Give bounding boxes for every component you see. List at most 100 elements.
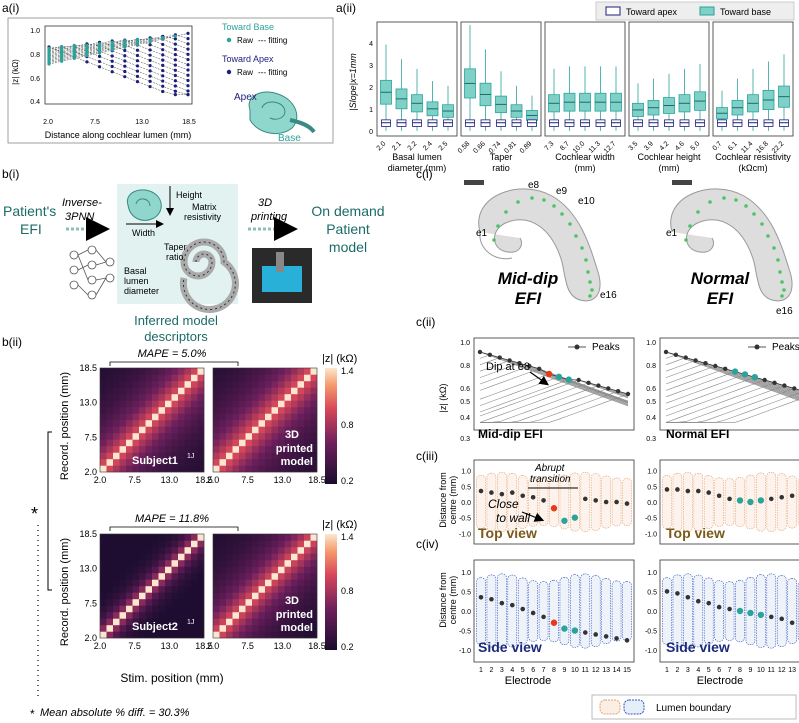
- heatmap-cell: [219, 560, 227, 567]
- cii-efi-curve: [479, 360, 629, 404]
- heatmap-cell: [252, 547, 259, 554]
- heatmap-cell: [106, 387, 114, 395]
- heatmap-cell: [245, 534, 253, 541]
- heatmap-cell: [191, 387, 198, 395]
- lumen-ytick: -0.5: [645, 516, 657, 523]
- electrode-position: [582, 496, 588, 502]
- heatmap-cell: [310, 459, 318, 466]
- heatmap-cell: [232, 566, 240, 574]
- panel-label-aii: a(ii): [336, 1, 356, 15]
- ciii-view-left: Top view: [478, 525, 537, 541]
- heatmap-cell: [165, 381, 172, 388]
- heatmap-cell: [271, 459, 279, 466]
- heatmap-cell: [119, 618, 127, 626]
- heatmap-cell: [113, 592, 120, 600]
- heatmap-cell: [226, 452, 233, 460]
- heatmap-cell: [258, 446, 266, 453]
- heatmap-cell: [239, 612, 246, 619]
- heatmap-cell: [304, 631, 311, 639]
- heatmap-cell: [304, 459, 311, 466]
- heatmap-cell: [165, 394, 172, 401]
- electrode-dot: [580, 246, 584, 250]
- heatmap-cell: [171, 459, 179, 466]
- heatmap-cell: [178, 534, 185, 541]
- heatmap-cell: [213, 459, 220, 466]
- lumen-boundary: [497, 471, 507, 533]
- heatmap-cell: [113, 547, 120, 554]
- heatmap-cell: [197, 631, 205, 639]
- lumen-boundary: [570, 574, 580, 648]
- heatmap-cell: [191, 368, 198, 375]
- heatmap-cell: [226, 459, 233, 466]
- heatmap-cell: [184, 547, 192, 554]
- heatmap-xtick: 2.0: [94, 475, 107, 485]
- electrode-xtick: 11: [582, 667, 589, 674]
- electrode-xtick: 7: [728, 667, 732, 674]
- heatmap-cell: [310, 631, 318, 639]
- heatmap-cell: [197, 625, 205, 632]
- heatmap-cell: [165, 446, 172, 453]
- aii-xtick: 8.7: [559, 140, 571, 152]
- heatmap-cell: [165, 413, 172, 421]
- electrode-dot: [782, 288, 786, 292]
- heatmap-cell: [213, 446, 220, 453]
- heatmap-cell: [265, 534, 272, 541]
- electrode-position: [716, 604, 722, 610]
- neural-network-icon: [69, 245, 115, 300]
- heatmap-cell: [100, 394, 107, 401]
- heatmap-cell: [119, 605, 127, 613]
- heatmap-cell: [258, 592, 266, 600]
- heatmap-cell: [291, 540, 298, 548]
- heatmap-cell: [284, 400, 292, 408]
- heatmap-cell: [284, 381, 292, 388]
- cochlea-base-tube: [289, 118, 316, 134]
- electrode-dot: [574, 234, 578, 238]
- heatmap-cell: [126, 387, 133, 395]
- heatmap-cell: [297, 413, 305, 421]
- ai-xlabel: Distance along cochlear lumen (mm): [45, 130, 192, 140]
- heatmap-cell: [232, 579, 240, 587]
- heatmap-cell: [219, 413, 227, 421]
- heatmap-cell: [152, 452, 159, 460]
- heatmap-cell: [213, 618, 220, 626]
- ai-raw-point: [135, 42, 140, 47]
- heatmap-cell: [197, 368, 205, 375]
- aii-xlabel-line: Cochlear resistivity: [715, 152, 791, 162]
- heatmap-cell: [178, 426, 185, 434]
- cii-ytick: 1.0: [646, 340, 656, 347]
- cii-left-label: Mid-dip EFI: [478, 427, 543, 441]
- heatmap-cell: [132, 465, 140, 473]
- heatmap-cell: [165, 586, 172, 593]
- heatmap-cell: [106, 547, 114, 554]
- heatmap-cell: [126, 586, 133, 593]
- heatmap-cell: [271, 612, 279, 619]
- heatmap-cell: [100, 631, 107, 639]
- cii-peak-point: [507, 358, 512, 363]
- heatmap-cell: [152, 605, 159, 613]
- heatmap-cell: [178, 400, 185, 408]
- heatmap-cell: [119, 413, 127, 421]
- heatmap-cell: [132, 612, 140, 619]
- heatmap-cell: [297, 387, 305, 395]
- step1-line1: Inverse-: [62, 197, 102, 209]
- heatmap-cell: [271, 465, 279, 473]
- heatmap-cell: [245, 631, 253, 639]
- heatmap-cell: [297, 625, 305, 632]
- heatmap-cell: [271, 407, 279, 414]
- ai-raw-point: [148, 69, 152, 73]
- lumen-boundary: [517, 475, 528, 529]
- elec-label-e16-right: e16: [776, 306, 793, 317]
- heatmap-cell: [126, 573, 133, 580]
- heatmap-cell: [252, 433, 259, 440]
- heatmap-cell: [265, 631, 272, 639]
- heatmap-cell: [213, 592, 220, 600]
- electrode-position: [478, 595, 484, 600]
- heatmap-cell: [152, 407, 159, 414]
- ai-raw-point: [148, 64, 152, 68]
- heatmap-cell: [113, 459, 120, 466]
- lumen-ytick: 0.0: [647, 500, 657, 507]
- heatmap-xtick: 7.5: [241, 641, 254, 651]
- electrode-position: [499, 600, 505, 606]
- heatmap-cell: [139, 540, 146, 548]
- heatmap-cell: [100, 553, 107, 561]
